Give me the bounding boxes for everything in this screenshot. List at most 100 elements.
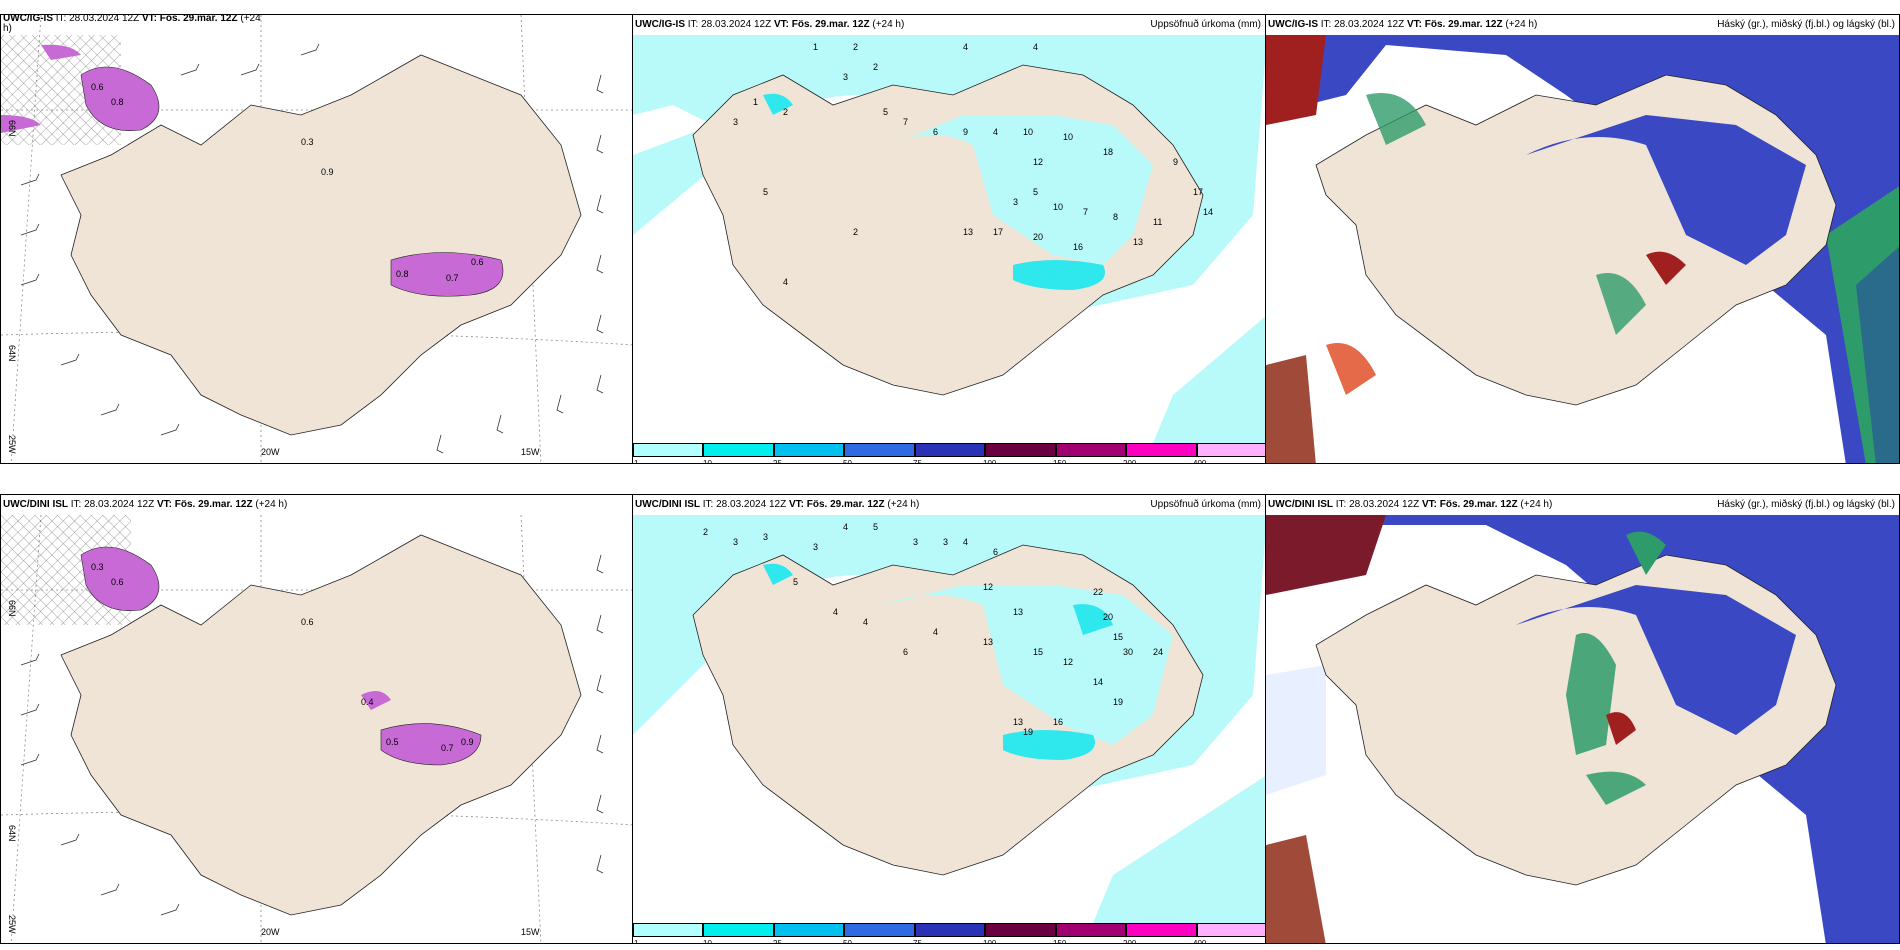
it-value: 28.03.2024 12Z	[69, 14, 140, 24]
precip-value: 3	[943, 537, 948, 547]
lead-time: (+24	[240, 14, 261, 24]
precip-value: 6	[993, 547, 998, 557]
panel-title: Háský (gr.), miðský (fj.bl.) og lágský (…	[1717, 499, 1895, 510]
lon-20w: 20W	[261, 927, 280, 937]
precip-value: 13	[1013, 717, 1023, 727]
lat-64n: 64N	[7, 825, 17, 842]
panel-header: UWC/IG-IS IT: 28.03.2024 12Z VT: Fös. 29…	[3, 14, 261, 24]
colorbar-cell	[844, 923, 915, 937]
lat-66n: 66N	[7, 600, 17, 617]
lon-15w: 15W	[521, 927, 540, 937]
precip-value: 13	[1013, 607, 1023, 617]
panel-top-mid: UWC/IG-IS IT: 28.03.2024 12Z VT: Fös. 29…	[632, 14, 1266, 464]
precip-value: 5	[873, 522, 878, 532]
precip-value: 4	[933, 627, 938, 637]
it-label: IT:	[1335, 499, 1347, 510]
precip-value: 3	[733, 117, 738, 127]
precip-value: 8	[1113, 212, 1118, 222]
colorbar-tick: 150	[1053, 459, 1067, 464]
colorbar-tick: 1	[634, 939, 639, 944]
lat-66n: 66N	[7, 120, 17, 137]
colorbar-cell	[1126, 923, 1197, 937]
vt-value: Fös. 29.mar. 12Z	[1439, 499, 1518, 510]
colorbar-cell	[773, 923, 845, 937]
vt-label: VT:	[141, 14, 157, 24]
model-name: UWC/IG-IS	[1268, 19, 1318, 30]
precip-value: 7	[1083, 207, 1088, 217]
model-name: UWC/DINI ISL	[635, 499, 700, 510]
it-value: 28.03.2024 12Z	[1334, 19, 1405, 30]
panel-header: UWC/DINI ISL IT: 28.03.2024 12Z VT: Fös.…	[635, 499, 919, 510]
precip-value: 13	[1133, 237, 1143, 247]
snow-label: 0.9	[461, 737, 474, 747]
snow-label: 0.8	[396, 269, 409, 279]
precip-value: 10	[1053, 202, 1063, 212]
colorbar-cell	[773, 443, 845, 457]
it-value: 28.03.2024 12Z	[701, 19, 772, 30]
colorbar-tick: 75	[913, 939, 922, 944]
cloud-map[interactable]	[1266, 35, 1899, 463]
colorbar-cell	[703, 923, 774, 937]
model-name: UWC/DINI ISL	[1268, 499, 1333, 510]
precip-value: 5	[883, 107, 888, 117]
panel-bottom-right: UWC/DINI ISL IT: 28.03.2024 12Z VT: Fös.…	[1265, 494, 1900, 944]
vt-value: Fös. 29.mar. 12Z	[806, 499, 885, 510]
wind-snow-map[interactable]: 0.3 0.5 0.7 0.4 20W 15W 66N 64N 25W 0.6 0…	[1, 514, 632, 943]
precip-value: 13	[983, 637, 993, 647]
vt-value: Fös. 29.mar. 12Z	[174, 499, 253, 510]
map-svg	[1266, 515, 1899, 943]
colorbar-tick: 25	[773, 459, 782, 464]
map-svg: 0.6 0.8 0.7 0.9 20W 15W 66N 64N 25W 0.3 0…	[1, 15, 632, 463]
it-label: IT:	[1320, 19, 1332, 30]
snow-label: 0.6	[301, 617, 314, 627]
precip-map[interactable]: 1 2 2 3 4 4 1 2 3 5 7 6 9 4 10 10 12 18 9 17 14 11 13 8 7 10 5 3 17 1…	[633, 35, 1265, 443]
colorbar-tick: 100	[983, 459, 997, 464]
colorbar-cell	[914, 923, 986, 937]
precip-value: 5	[763, 187, 768, 197]
precip-value: 4	[833, 607, 838, 617]
precip-value: 24	[1153, 647, 1163, 657]
model-name: UWC/DINI ISL	[3, 499, 68, 510]
precip-value: 2	[853, 227, 858, 237]
map-svg	[1266, 35, 1899, 463]
lon-20w: 20W	[261, 447, 280, 457]
iceland-land	[60, 54, 582, 436]
precip-value: 17	[993, 227, 1003, 237]
snow-label: 0.6	[471, 257, 484, 267]
precip-value: 4	[783, 277, 788, 287]
snow-label: 0.7	[441, 743, 454, 753]
colorbar-tick: 200	[1123, 459, 1137, 464]
lon-15w: 15W	[521, 447, 540, 457]
precip-value: 5	[793, 577, 798, 587]
colorbar-tick: 400	[1193, 459, 1207, 464]
colorbar-cell	[1055, 923, 1127, 937]
lead-time: (+24 h)	[1520, 499, 1553, 510]
colorbar-tick: 50	[843, 939, 852, 944]
cloud-map[interactable]	[1266, 515, 1899, 943]
colorbar-tick: 1	[634, 459, 639, 464]
model-name: UWC/IG-IS	[635, 19, 685, 30]
precip-value: 11	[1153, 217, 1162, 227]
precip-map[interactable]: 2 3 3 3 4 5 3 3 4 6 12 13 22 20 15 30 24 13 19 16 19 14 12 15 13…	[633, 515, 1265, 923]
it-value: 28.03.2024 12Z	[716, 499, 787, 510]
colorbar-cell	[1196, 923, 1265, 937]
precip-value: 9	[963, 127, 968, 137]
panel-title: Uppsöfnuð úrkoma (mm)	[1150, 499, 1261, 510]
precip-colorbar: 1 10 25 50 75 100 150 200 400	[633, 443, 1265, 464]
colorbar-tick: 10	[703, 939, 712, 944]
precip-value: 2	[853, 42, 858, 52]
colorbar-tick: 75	[913, 459, 922, 464]
colorbar-cell	[633, 923, 704, 937]
precip-value: 1	[813, 42, 818, 52]
precip-value: 16	[1053, 717, 1063, 727]
it-value: 28.03.2024 12Z	[1349, 499, 1420, 510]
precip-value: 6	[903, 647, 908, 657]
precip-value: 20	[1103, 612, 1113, 622]
precip-value: 4	[1033, 42, 1038, 52]
iceland-land	[60, 534, 582, 916]
precip-value: 19	[1023, 727, 1033, 737]
snow-label: 0.3	[301, 137, 314, 147]
precip-value: 12	[1033, 157, 1043, 167]
wind-snow-map[interactable]: 0.6 0.8 0.7 0.9 20W 15W 66N 64N 25W 0.3 0…	[1, 15, 632, 463]
